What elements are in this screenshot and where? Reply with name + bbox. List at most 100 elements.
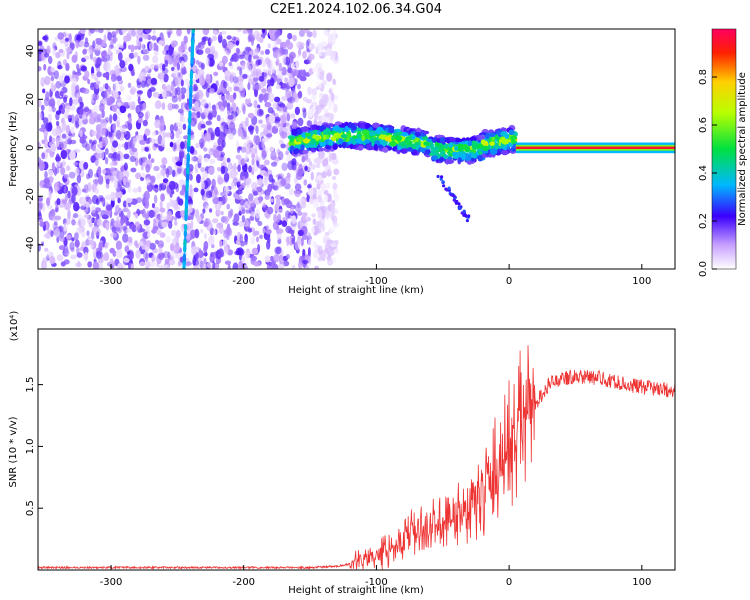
signal-blob [469,136,477,142]
noise-blob [297,229,304,237]
noise-blob [203,196,208,203]
noise-blob [114,179,118,190]
noise-blob [124,57,132,63]
noise-blob [176,86,181,96]
tail-blob [464,214,468,218]
signal-blob [310,138,316,143]
noise-blob [333,168,340,176]
noise-blob [262,68,268,73]
noise-blob [76,247,80,255]
noise-blob [326,169,332,177]
noise-blob [269,146,275,152]
signal-blob [304,144,311,149]
noise-blob [105,194,112,200]
noise-blob [63,244,69,255]
noise-blob [241,215,246,223]
noise-blob [186,29,191,35]
noise-blob [262,202,267,208]
noise-blob [284,77,289,83]
noise-blob [264,255,271,263]
noise-blob [71,237,75,242]
noise-blob [61,107,65,115]
noise-blob [303,29,310,34]
noise-blob [299,42,305,47]
noise-blob [83,107,90,113]
noise-blob [151,228,157,234]
tail-blob [467,214,471,218]
streak-blob [189,91,193,99]
noise-blob [55,156,62,162]
noise-blob [137,186,142,193]
signal-blob [351,139,357,146]
noise-blob [92,56,98,62]
noise-blob [39,127,46,132]
noise-blob [158,183,163,192]
noise-blob [268,174,274,183]
noise-blob [164,59,169,68]
noise-blob [216,156,222,161]
noise-blob [150,175,156,184]
noise-blob [135,249,141,259]
noise-blob [55,141,60,148]
noise-blob [122,233,129,243]
noise-blob [303,179,308,186]
noise-blob [94,44,102,51]
noise-blob [103,57,108,63]
noise-blob [56,198,61,206]
noise-blob [96,152,102,160]
noise-blob [219,226,224,235]
streak-blob [188,116,192,123]
noise-blob [72,98,79,105]
noise-blob [267,236,271,244]
noise-blob [65,62,70,72]
signal-blob [348,122,355,129]
noise-blob [38,41,43,46]
x-tick-label: -200 [232,577,255,588]
noise-blob [193,187,199,193]
noise-blob [176,62,180,71]
tail-blob [452,194,456,198]
noise-blob [279,114,287,124]
signal-blob [328,141,334,146]
noise-blob [300,237,304,247]
noise-blob [331,33,336,43]
spectrogram-frame [37,28,676,270]
noise-blob [271,66,275,73]
noise-blob [293,77,298,84]
signal-blob [489,148,498,155]
noise-blob [116,170,124,181]
noise-blob [123,35,130,43]
noise-blob [179,190,185,196]
noise-blob [145,260,151,269]
noise-blob [151,35,157,41]
noise-blob [79,135,87,144]
noise-blob [277,175,282,180]
noise-blob [75,39,79,49]
noise-blob [197,154,203,164]
noise-blob [275,84,281,89]
noise-blob [277,208,283,214]
noise-blob [318,149,325,160]
noise-blob [110,173,115,183]
signal-blob [338,124,346,128]
noise-blob [281,82,288,89]
noise-blob [200,229,204,234]
noise-blob [55,110,62,115]
noise-blob [102,142,106,148]
noise-blob [92,145,97,152]
noise-blob [78,118,83,127]
noise-blob [38,99,42,108]
noise-blob [95,63,100,69]
noise-blob [98,195,104,200]
noise-blob [120,129,127,136]
streak-blob [191,29,195,34]
noise-blob [241,208,246,215]
noise-blob [245,117,249,127]
noise-blob [44,170,48,180]
noise-blob [80,65,88,72]
noise-blob [295,60,300,69]
signal-blob [376,126,384,133]
noise-blob [236,29,242,33]
noise-blob [110,73,117,82]
noise-blob [273,213,277,223]
